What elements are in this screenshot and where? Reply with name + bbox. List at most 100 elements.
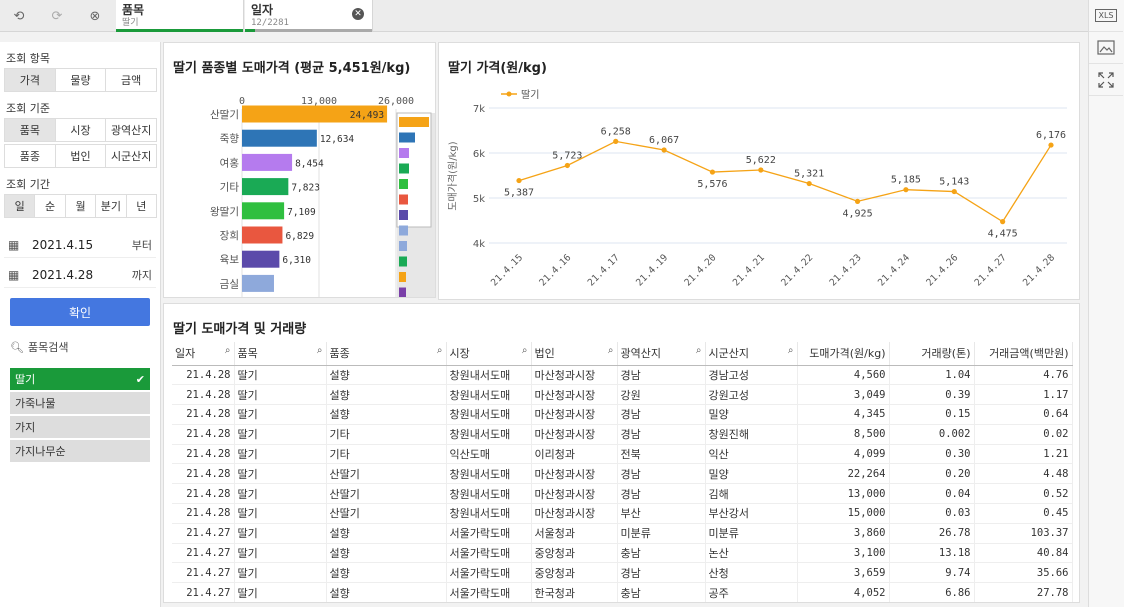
table-cell: 9.74 <box>889 562 975 584</box>
table-row[interactable]: 21.4.28 딸기 기타 창원내서도매 마산청과시장 경남 창원진해 8,500 0.002 0… <box>172 424 1073 445</box>
col-header-item[interactable]: 품목 ⌕ <box>234 342 327 366</box>
period-quarter[interactable]: 분기 <box>95 194 127 218</box>
col-header-city[interactable]: 시군산지 ⌕ <box>705 342 798 366</box>
table-row[interactable]: 21.4.27 딸기 설향 서울가락도매 서울청과 미분류 미분류 3,860 26.78 103… <box>172 523 1073 544</box>
search-icon[interactable]: ⌕ <box>695 345 702 357</box>
table-cell: 마산청과시장 <box>531 424 618 445</box>
data-point[interactable] <box>564 162 570 169</box>
col-header-price[interactable]: 도매가격(원/kg) <box>797 342 890 366</box>
selection-chip-item[interactable]: 품목 딸기 <box>116 0 244 32</box>
table-cell: 4.48 <box>974 463 1073 485</box>
col-header-variety[interactable]: 품종 ⌕ <box>326 342 447 366</box>
list-item[interactable]: 가죽나물 <box>10 392 150 414</box>
period-month[interactable]: 월 <box>64 194 97 218</box>
selection-chip-date[interactable]: 일자 12/2281 ✕ <box>245 0 373 32</box>
bar[interactable] <box>242 274 274 292</box>
search-icon[interactable]: ⌕ <box>224 345 231 357</box>
bar[interactable] <box>242 202 285 220</box>
data-point[interactable] <box>951 188 957 195</box>
table-row[interactable]: 21.4.28 딸기 설향 창원내서도매 마산청과시장 경남 경남고성 4,560 1.04 4.… <box>172 365 1073 386</box>
col-header-region[interactable]: 광역산지 ⌕ <box>617 342 706 366</box>
query-item-volume[interactable]: 물량 <box>54 68 107 92</box>
table-row[interactable]: 21.4.27 딸기 설향 서울가락도매 중앙청과 충남 논산 3,100 13.18 40.84 <box>172 543 1073 564</box>
data-point[interactable] <box>709 169 716 175</box>
selection-bar: ⟲ ⟳ ⊗ 품목 딸기 일자 12/2281 ✕ <box>0 0 1088 32</box>
bar-chart-svg[interactable]: 0 13,000 26,000 산딸기 24,493 죽향 12,634 여홍 8,454 기타 7… <box>164 43 436 298</box>
data-point[interactable] <box>1048 142 1054 148</box>
table-cell: 창원내서도매 <box>446 365 532 386</box>
bar[interactable] <box>242 250 280 268</box>
data-point[interactable] <box>903 187 909 193</box>
end-date-field[interactable]: ▦ 2021.4.28 까지 <box>4 262 156 288</box>
list-item[interactable]: 가지나무순 <box>10 440 150 462</box>
table-row[interactable]: 21.4.28 딸기 산딸기 창원내서도매 마산청과시장 부산 부산강서 15,000 0.03… <box>172 503 1073 524</box>
list-item[interactable]: 딸기 ✔ <box>10 368 150 390</box>
item-search[interactable]: 🔍︎ 품목검색 <box>10 336 150 358</box>
table-row[interactable]: 21.4.28 딸기 설향 창원내서도매 마산청과시장 강원 강원고성 3,049 0.39 1.… <box>172 384 1073 406</box>
bar[interactable] <box>242 153 293 171</box>
data-point[interactable] <box>661 147 667 153</box>
clear-selections-icon[interactable]: ⊗ <box>89 8 101 24</box>
col-header-date[interactable]: 일자 ⌕ <box>172 342 235 366</box>
data-point[interactable] <box>613 138 619 144</box>
chip-value: 딸기 <box>122 18 139 28</box>
bar[interactable] <box>242 226 283 244</box>
table-row[interactable]: 21.4.27 딸기 설향 서울가락도매 중앙청과 경남 산청 3,659 9.74 35.66 <box>172 562 1073 584</box>
search-icon[interactable]: ⌕ <box>787 345 794 357</box>
list-item[interactable]: 가지 <box>10 416 150 438</box>
query-item-amount[interactable]: 금액 <box>105 68 158 92</box>
basis-item[interactable]: 품목 <box>4 118 56 142</box>
search-icon[interactable]: ⌕ <box>316 345 323 357</box>
table-cell: 21.4.27 <box>172 582 235 602</box>
data-point[interactable] <box>516 177 522 184</box>
col-header-volume[interactable]: 거래량(톤) <box>889 342 975 366</box>
col-header-market[interactable]: 시장 ⌕ <box>446 342 532 366</box>
col-header-amount[interactable]: 거래금액(백만원) <box>974 342 1073 366</box>
bar[interactable] <box>242 178 289 196</box>
table-row[interactable]: 21.4.28 딸기 산딸기 창원내서도매 마산청과시장 경남 밀양 22,264 0.20 4.… <box>172 463 1073 485</box>
table-cell: 21.4.28 <box>172 463 235 485</box>
expand-icon <box>1098 71 1114 88</box>
col-header-corporation[interactable]: 법인 ⌕ <box>531 342 618 366</box>
table-cell: 0.45 <box>974 503 1073 524</box>
period-year[interactable]: 년 <box>125 194 158 218</box>
line-chart-svg[interactable]: 4k 5k 6k 7k 도매가격(원/kg) 딸기 5,387 21.4.15 5,723 21.… <box>439 43 1081 301</box>
start-date-field[interactable]: ▦ 2021.4.15 부터 <box>4 232 156 258</box>
data-point[interactable] <box>1000 219 1006 225</box>
confirm-button[interactable]: 확인 <box>10 298 150 326</box>
period-dekad[interactable]: 순 <box>34 194 66 218</box>
table-cell: 한국청과 <box>531 582 618 602</box>
data-point[interactable] <box>806 180 812 187</box>
x-tick-label: 13,000 <box>301 96 337 107</box>
table-row[interactable]: 21.4.28 딸기 설향 창원내서도매 마산청과시장 경남 밀양 4,345 0.15 0.64 <box>172 404 1073 425</box>
search-icon[interactable]: ⌕ <box>521 345 528 357</box>
export-image-button[interactable] <box>1089 32 1123 64</box>
bar[interactable] <box>242 105 388 123</box>
basis-corporation[interactable]: 법인 <box>54 144 107 168</box>
table-row[interactable]: 21.4.28 딸기 기타 익산도매 이리청과 전북 익산 4,099 0.30 1.21 <box>172 444 1073 465</box>
basis-market[interactable]: 시장 <box>54 118 107 142</box>
table-cell: 부산강서 <box>705 503 798 524</box>
list-item-label: 딸기 <box>15 373 36 386</box>
table-cell: 21.4.28 <box>172 483 235 505</box>
basis-region[interactable]: 광역산지 <box>105 118 158 142</box>
search-icon[interactable]: ⌕ <box>436 345 443 357</box>
data-point[interactable] <box>758 167 764 173</box>
data-label: 6,067 <box>649 135 679 146</box>
step-back-icon[interactable]: ⟲ <box>13 8 25 24</box>
table-cell: 마산청과시장 <box>531 463 618 485</box>
basis-variety[interactable]: 품종 <box>4 144 56 168</box>
data-point[interactable] <box>854 198 861 204</box>
bar[interactable] <box>242 129 317 147</box>
table-row[interactable]: 21.4.27 딸기 설향 서울가락도매 한국청과 충남 공주 4,052 6.86 27.78 <box>172 582 1073 602</box>
period-day[interactable]: 일 <box>4 194 36 218</box>
close-icon[interactable]: ✕ <box>352 8 364 20</box>
table-row[interactable]: 21.4.28 딸기 산딸기 창원내서도매 마산청과시장 경남 김해 13,000 0.04 0.… <box>172 483 1073 505</box>
fullscreen-button[interactable] <box>1089 64 1123 96</box>
basis-city[interactable]: 시군산지 <box>105 144 158 168</box>
search-icon[interactable]: ⌕ <box>607 345 614 357</box>
export-xls-button[interactable]: XLS <box>1089 0 1123 32</box>
legend-marker <box>506 91 512 97</box>
query-item-price[interactable]: 가격 <box>4 68 56 92</box>
step-forward-icon[interactable]: ⟳ <box>51 8 63 24</box>
